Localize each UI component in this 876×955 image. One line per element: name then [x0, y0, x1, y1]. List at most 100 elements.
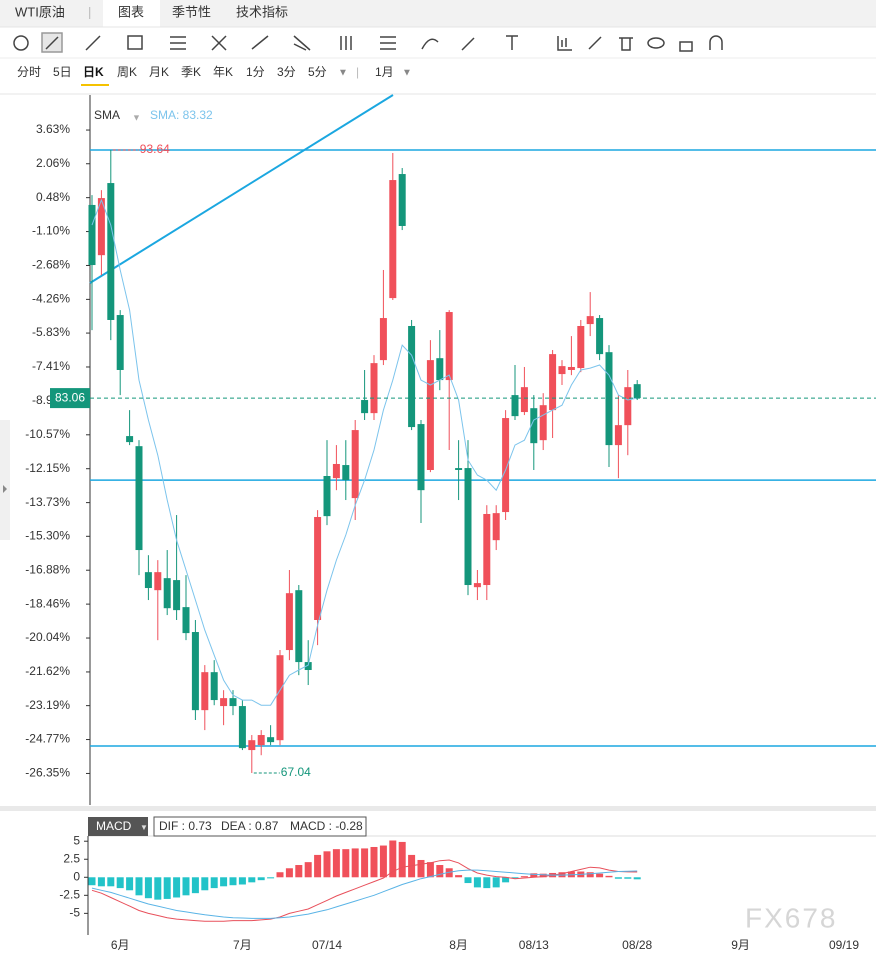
tool-icon[interactable]	[461, 37, 475, 51]
tool-icon[interactable]	[340, 36, 352, 50]
candle-body	[238, 706, 246, 749]
tool-icon[interactable]	[679, 41, 693, 52]
y-tick-label: -12.15%	[25, 461, 70, 475]
last-price-box	[50, 388, 90, 409]
macd-bar	[201, 877, 209, 891]
tool-icon[interactable]	[557, 36, 572, 51]
side-handle[interactable]	[0, 420, 10, 540]
y-tick-label: -26.35%	[25, 766, 70, 780]
period-option[interactable]: 日K	[83, 65, 104, 79]
dropdown-arrow[interactable]: ▼	[140, 823, 148, 832]
x-tick-label: 8月	[449, 938, 468, 952]
candle-body	[210, 672, 218, 701]
candle-body	[257, 735, 265, 746]
tool-icon[interactable]	[647, 37, 665, 49]
tool-icon[interactable]	[127, 35, 143, 50]
y-tick-label: -1.10%	[32, 224, 70, 238]
panel-separator	[0, 806, 876, 811]
tool-icon[interactable]	[506, 35, 518, 50]
candle-body	[135, 446, 143, 551]
candle-body	[342, 465, 350, 481]
period-option[interactable]: 3分	[277, 65, 296, 79]
period-option[interactable]: 1分	[246, 65, 265, 79]
period-option[interactable]: 季K	[181, 65, 201, 79]
period-option[interactable]: 1月	[375, 65, 394, 79]
candle-body	[144, 572, 152, 589]
macd-bar	[596, 873, 604, 878]
candle-body	[530, 408, 538, 444]
period-option[interactable]: 年K	[213, 65, 233, 79]
period-option[interactable]: 5分	[308, 65, 327, 79]
macd-bar	[154, 877, 162, 900]
active-tab	[103, 0, 160, 27]
tool-icon[interactable]	[85, 35, 101, 51]
tool-icon[interactable]	[170, 36, 186, 50]
candle-body	[332, 463, 340, 479]
macd-bar	[361, 848, 369, 878]
period-option[interactable]: 分时	[17, 65, 41, 79]
toolbar	[13, 32, 723, 53]
tool-icon[interactable]	[251, 35, 269, 50]
period-option[interactable]: 5日	[53, 65, 72, 79]
candle-body	[586, 316, 594, 325]
side-arrow	[3, 485, 7, 493]
candle-body	[605, 352, 613, 446]
indicator-box[interactable]	[88, 817, 148, 836]
dropdown-arrow[interactable]: ▼	[338, 68, 348, 79]
tool-icon[interactable]	[13, 35, 29, 51]
macd-bar	[126, 877, 134, 891]
y-tick-label: -23.19%	[25, 698, 70, 712]
candle-body	[126, 436, 134, 443]
candle-body	[502, 418, 510, 513]
trend-line	[89, 94, 394, 284]
candle-body	[107, 183, 115, 320]
candle-body	[483, 513, 491, 586]
candle-body	[577, 325, 585, 369]
macd-bar	[464, 877, 472, 884]
tool-icon[interactable]	[421, 38, 439, 50]
tool-icon[interactable]	[619, 37, 633, 51]
y-tick-label: -10.57%	[25, 427, 70, 441]
tab[interactable]: WTI原油	[15, 4, 65, 19]
candle-body	[248, 740, 256, 751]
macd-bar	[116, 877, 124, 889]
separator: |	[88, 4, 91, 19]
dropdown-arrow[interactable]: ▼	[402, 68, 412, 79]
candle-body	[267, 737, 275, 743]
tool-icon[interactable]	[380, 36, 396, 50]
candle-body	[558, 366, 566, 375]
period-option[interactable]: 周K	[117, 65, 137, 79]
y-tick-label: -16.88%	[25, 562, 70, 576]
tool-icon[interactable]	[293, 35, 311, 51]
indicator-values-box	[153, 816, 367, 837]
macd-bar	[248, 877, 256, 883]
y-tick-label: -2.5	[59, 887, 80, 901]
tab[interactable]: 图表	[118, 4, 144, 19]
macd-bar	[492, 877, 500, 888]
y-tick-label: -5.83%	[32, 325, 70, 339]
period-bar: 分时 5日 日K 周K 月K 季K 年K 1分 3分 5分 1月	[17, 65, 394, 79]
tool-icon[interactable]	[709, 35, 723, 50]
y-tick-label: -5	[69, 906, 80, 920]
tab[interactable]: 技术指标	[236, 4, 288, 19]
candle-body	[97, 198, 105, 256]
candle-body	[370, 363, 378, 414]
tab[interactable]: 季节性	[172, 4, 211, 19]
tool-icon[interactable]	[211, 35, 227, 51]
last-price-label: 83.06	[55, 390, 85, 404]
high-label: 93.64	[140, 142, 170, 156]
y-tick-label: -4.26%	[32, 292, 70, 306]
macd-bar	[314, 854, 322, 878]
tool-icon[interactable]	[588, 36, 602, 50]
y-tick-label: -7.41%	[32, 359, 70, 373]
period-option[interactable]: 月K	[149, 65, 169, 79]
macd-bar	[135, 877, 143, 896]
tool-icon[interactable]	[45, 36, 59, 50]
macd-bar	[342, 849, 350, 878]
candle-body	[229, 698, 237, 707]
candle-body	[492, 513, 500, 541]
dropdown-arrow[interactable]: ▼	[132, 112, 141, 122]
macd-bar	[285, 868, 293, 878]
macd-bar	[163, 877, 171, 899]
